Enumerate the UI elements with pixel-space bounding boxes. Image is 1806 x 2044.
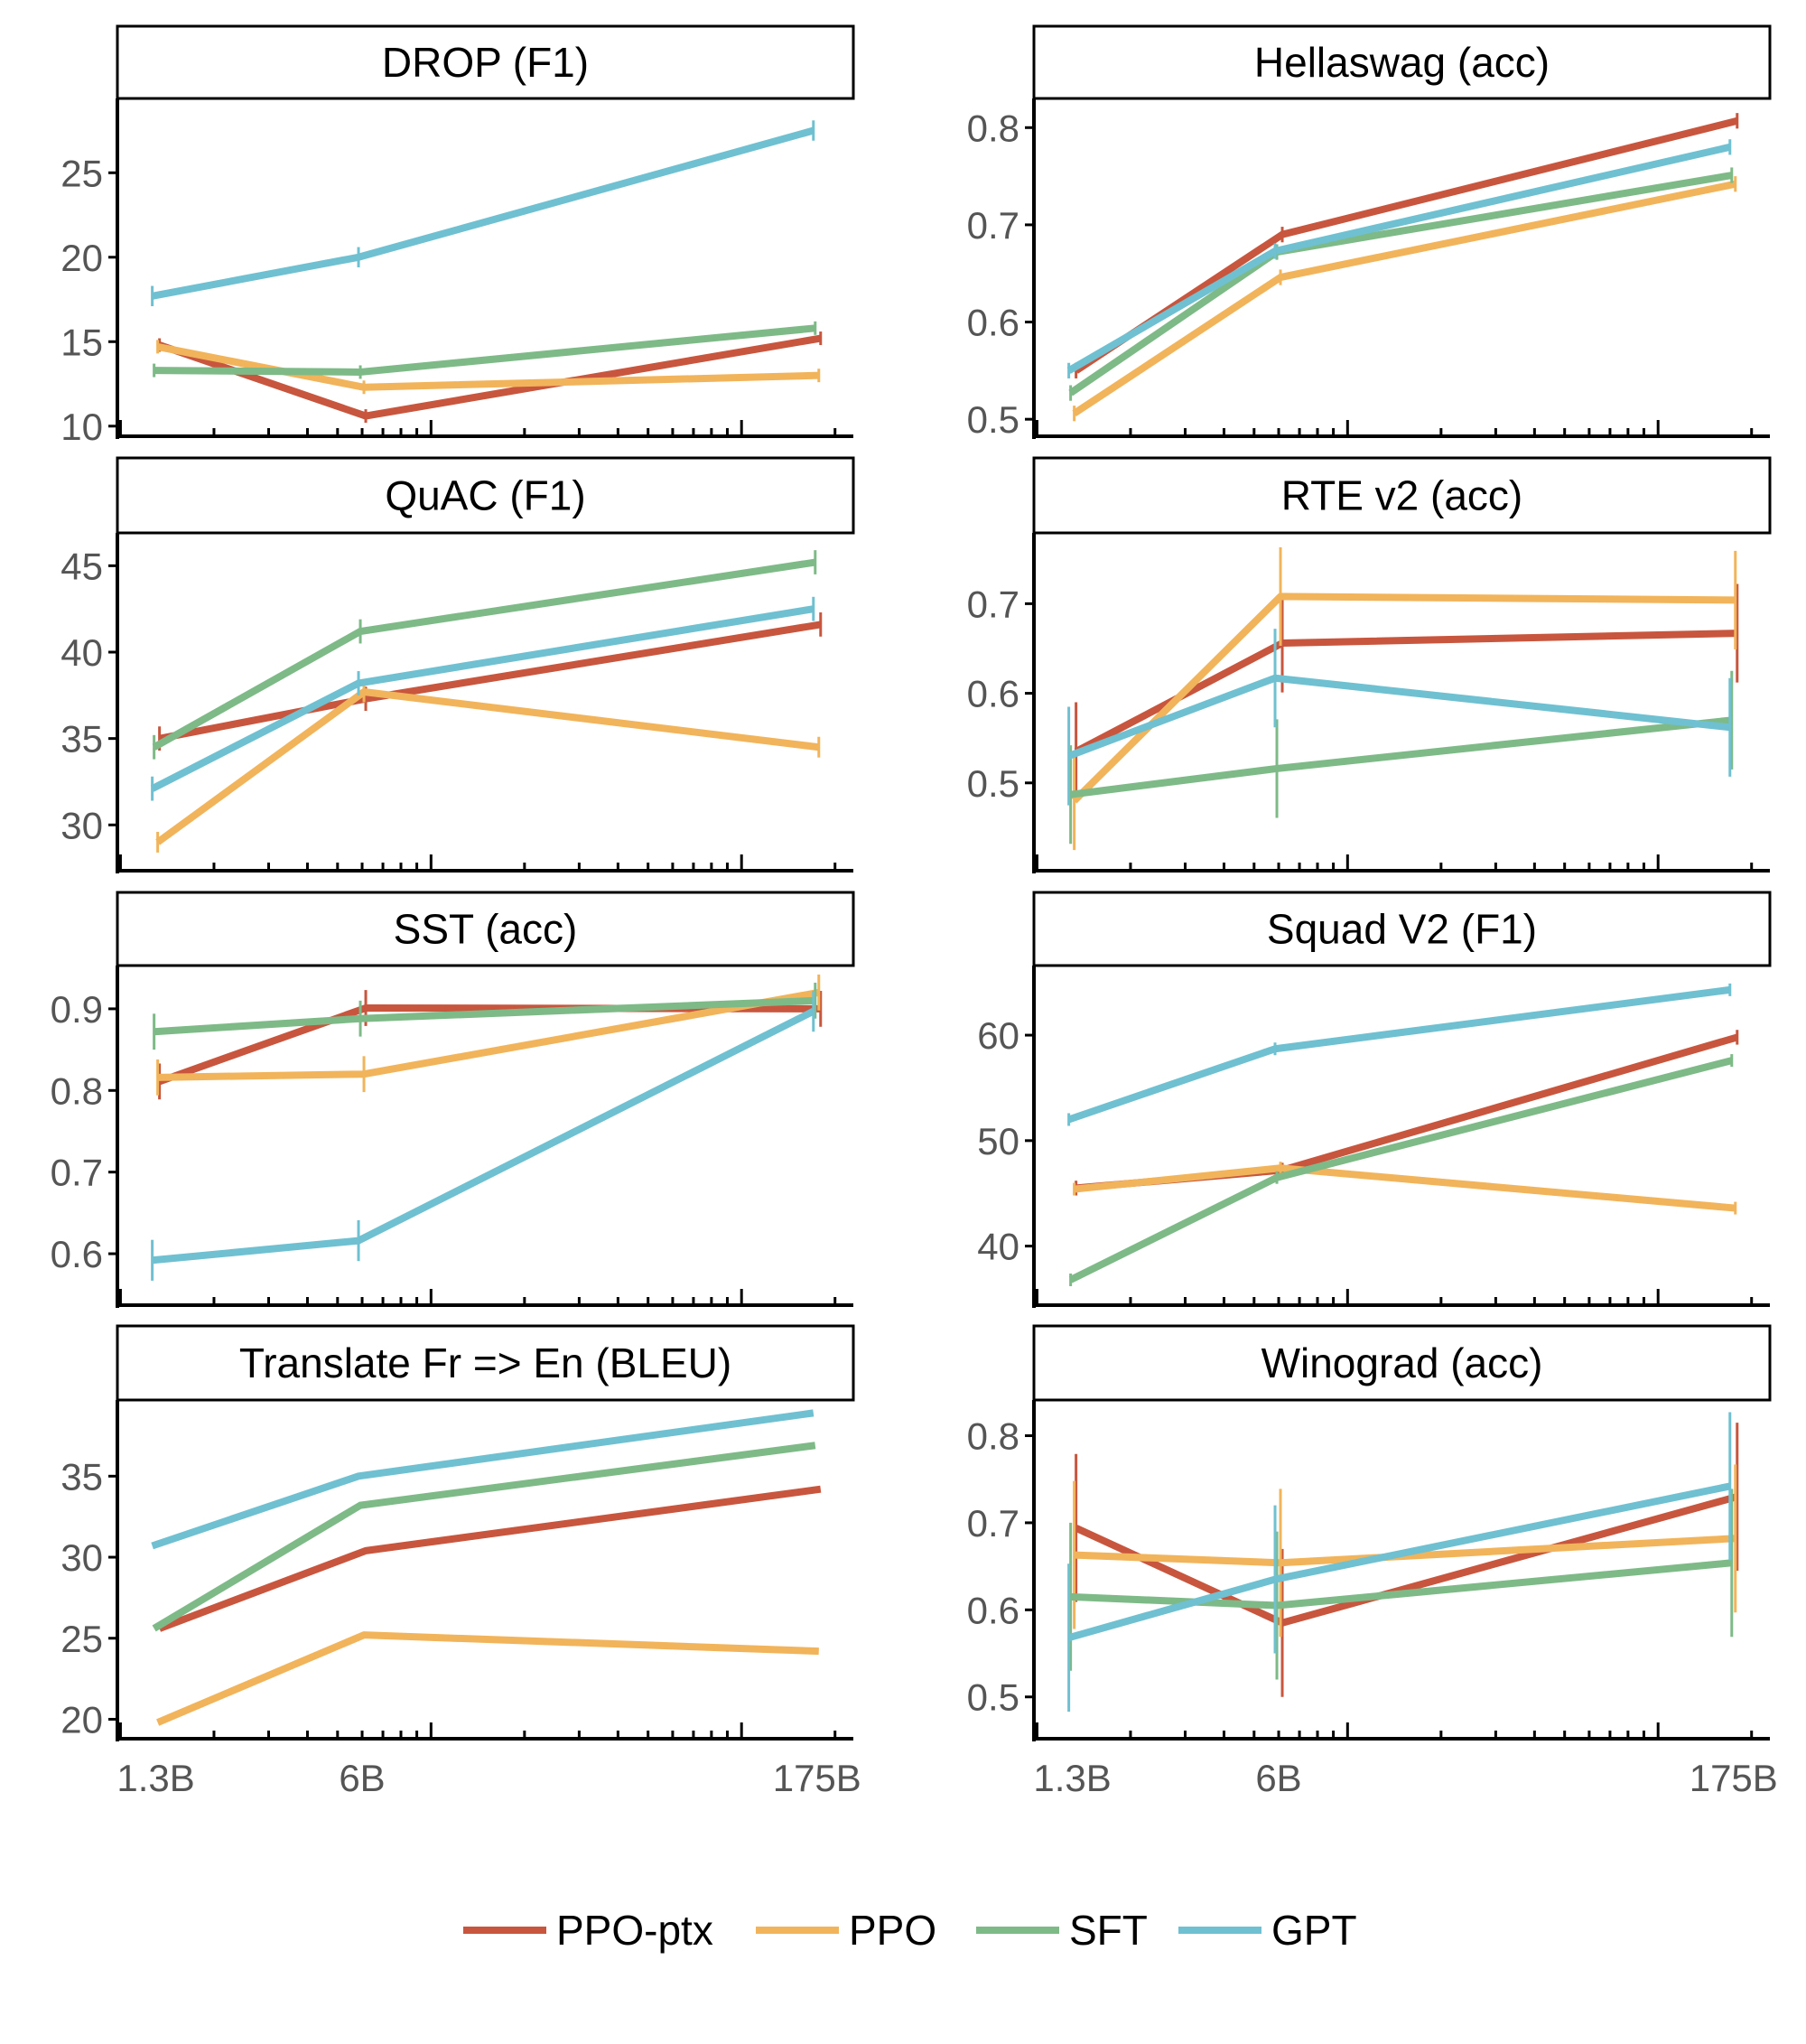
- x-tick-label: 175B: [1690, 1757, 1778, 1799]
- series-line-PPO: [1071, 593, 1736, 804]
- y-tick-label: 50: [977, 1120, 1019, 1162]
- y-tick-label: 45: [61, 545, 103, 587]
- panel-7: Winograd (acc) 0.5 0.6 0.7 0.8 1.3B 6B 175B: [967, 1324, 1778, 1799]
- series-line-PPO: [1074, 1164, 1736, 1212]
- y-tick-label: 0.6: [967, 673, 1019, 715]
- panel-header: [1032, 24, 1772, 100]
- legend-label: SFT: [1069, 1907, 1148, 1954]
- x-tick-label: 1.3B: [116, 1757, 194, 1799]
- panel-header: [116, 891, 855, 967]
- panel-title: QuAC (F1): [385, 472, 585, 519]
- y-tick-label: 0.7: [51, 1152, 103, 1194]
- y-tick-label: 35: [61, 1455, 103, 1498]
- series-line-PPO: [156, 1631, 819, 1726]
- legend-label: PPO: [849, 1907, 936, 1954]
- x-tick-label: 6B: [1255, 1757, 1301, 1799]
- series-line-GPT: [150, 605, 815, 792]
- series-line-SFT: [1070, 716, 1733, 798]
- series-line-PPO-ptx: [158, 1485, 822, 1632]
- y-tick-label: 35: [61, 718, 103, 761]
- y-tick-label: 30: [61, 804, 103, 846]
- panel-4: SST (acc) 0.6 0.7 0.8 0.9: [51, 891, 855, 1308]
- panel-1: Hellaswag (acc) 0.5 0.6 0.7 0.8: [967, 24, 1772, 441]
- y-tick-label: 20: [61, 237, 103, 279]
- y-tick-label: 25: [61, 1618, 103, 1660]
- panel-header: [116, 24, 855, 100]
- series-line-PPO-ptx: [158, 1004, 821, 1086]
- series-line-GPT: [151, 126, 815, 300]
- panel-header: [116, 1324, 855, 1402]
- y-tick-label: 20: [61, 1698, 103, 1741]
- series-line-SFT: [1068, 1057, 1733, 1283]
- panel-header: [1032, 456, 1772, 535]
- y-tick-label: 10: [61, 406, 103, 448]
- series-line-GPT: [1067, 985, 1731, 1124]
- panel-title: Squad V2 (F1): [1267, 906, 1537, 953]
- legend-item-PPO-ptx: PPO-ptx: [463, 1907, 713, 1954]
- panel-title: RTE v2 (acc): [1281, 472, 1523, 519]
- panel-title: Translate Fr => En (BLEU): [239, 1339, 731, 1386]
- y-tick-label: 30: [61, 1536, 103, 1579]
- x-tick-label: 6B: [339, 1757, 385, 1799]
- series-line-PPO-ptx: [1074, 117, 1738, 374]
- panel-title: Hellaswag (acc): [1254, 39, 1550, 86]
- y-tick-label: 0.5: [967, 1676, 1019, 1719]
- series-line-GPT: [151, 1409, 815, 1550]
- y-tick-label: 15: [61, 321, 103, 363]
- panel-title: Winograd (acc): [1261, 1339, 1543, 1386]
- legend-item-PPO: PPO: [756, 1907, 936, 1954]
- y-tick-label: 0.8: [51, 1069, 103, 1112]
- legend-label: PPO-ptx: [556, 1907, 713, 1954]
- y-tick-label: 0.8: [967, 107, 1019, 149]
- y-tick-label: 0.6: [967, 302, 1019, 344]
- legend-item-GPT: GPT: [1178, 1907, 1357, 1954]
- series-line-PPO-ptx: [158, 621, 822, 742]
- panel-2: QuAC (F1) 30 35 40 45: [61, 456, 855, 873]
- legend: PPO-ptx PPO SFT GPT: [463, 1907, 1357, 1954]
- y-tick-label: 0.7: [967, 204, 1019, 247]
- y-tick-label: 0.8: [967, 1415, 1019, 1458]
- legend-label: GPT: [1271, 1907, 1357, 1954]
- legend-item-SFT: SFT: [976, 1907, 1148, 1954]
- y-tick-label: 0.9: [51, 988, 103, 1031]
- series-line-PPO: [155, 688, 820, 845]
- panel-0: DROP (F1) 10 15 20 25: [61, 24, 855, 448]
- y-tick-label: 0.7: [967, 583, 1019, 625]
- panel-header: [1032, 891, 1772, 967]
- y-tick-label: 0.5: [967, 398, 1019, 441]
- panel-title: DROP (F1): [382, 39, 589, 86]
- panel-5: Squad V2 (F1) 40 50 60: [977, 891, 1772, 1308]
- y-tick-label: 40: [61, 631, 103, 674]
- y-tick-label: 0.6: [967, 1589, 1019, 1631]
- panel-title: SST (acc): [394, 906, 578, 953]
- panel-6: Translate Fr => En (BLEU) 20 25 30 35 1.3B 6B 1…: [61, 1324, 861, 1799]
- panel-header: [1032, 1324, 1772, 1402]
- series-line-SFT: [152, 1442, 816, 1632]
- x-tick-label: 1.3B: [1033, 1757, 1111, 1799]
- y-tick-label: 0.7: [967, 1502, 1019, 1545]
- y-tick-label: 40: [977, 1226, 1019, 1268]
- x-tick-label: 175B: [773, 1757, 861, 1799]
- series-line-GPT: [1067, 674, 1731, 760]
- y-tick-label: 25: [61, 152, 103, 194]
- y-tick-label: 0.6: [51, 1233, 103, 1275]
- series-line-PPO-ptx: [1075, 1033, 1738, 1192]
- series-line-GPT: [1066, 143, 1731, 374]
- y-tick-label: 60: [977, 1014, 1019, 1057]
- y-tick-label: 0.5: [967, 762, 1019, 805]
- panel-header: [116, 456, 855, 535]
- panel-3: RTE v2 (acc) 0.5 0.6 0.7: [967, 456, 1772, 873]
